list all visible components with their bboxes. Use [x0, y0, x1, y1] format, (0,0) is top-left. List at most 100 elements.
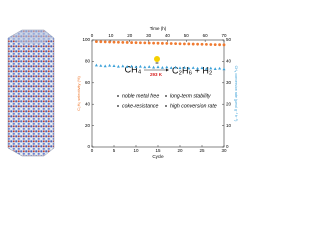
y2-axis-label: CH₄ conversion rate (μmol g⁻¹ h⁻¹) — [234, 66, 238, 122]
point — [116, 64, 120, 68]
x-tick-label: 30 — [221, 148, 227, 153]
point — [108, 63, 112, 67]
y2-tick-label: 20 — [226, 101, 232, 106]
bullet — [117, 105, 119, 107]
point — [200, 66, 204, 70]
feature: long-term stability — [170, 93, 211, 99]
point — [103, 64, 107, 68]
point — [125, 41, 129, 44]
point — [121, 64, 125, 68]
point — [125, 65, 129, 68]
point — [130, 41, 134, 44]
point — [178, 42, 182, 46]
point — [222, 67, 226, 71]
point — [187, 66, 191, 70]
point — [204, 67, 208, 70]
point — [112, 64, 116, 67]
point — [213, 67, 217, 70]
crystal-structure — [7, 29, 55, 157]
x-tick-label: 25 — [199, 148, 205, 153]
point — [143, 41, 147, 45]
point — [134, 41, 138, 45]
point — [99, 64, 103, 67]
point — [134, 65, 138, 69]
y2-tick-label: 30 — [226, 80, 232, 85]
bullet — [117, 95, 119, 97]
point — [147, 41, 151, 45]
point — [161, 41, 164, 45]
y-tick-label: 20 — [85, 123, 91, 128]
feature: coke-resistance — [122, 103, 158, 109]
annotation-box: CH₄ 293 K C₂H₆ + H₂ — [125, 56, 213, 77]
y-tick-label: 40 — [85, 101, 91, 106]
point — [152, 41, 156, 45]
point — [95, 40, 98, 44]
point — [160, 66, 164, 69]
point — [218, 43, 222, 47]
reactant: CH₄ — [125, 64, 142, 74]
y-tick-label: 60 — [85, 80, 91, 85]
point — [99, 40, 103, 44]
point — [138, 64, 142, 68]
point — [187, 42, 191, 46]
x2-tick-label: 30 — [146, 33, 152, 38]
x-tick-label: 15 — [155, 148, 161, 153]
point — [165, 65, 169, 69]
point — [209, 43, 213, 46]
point — [143, 65, 147, 69]
x2-tick-label: 20 — [127, 33, 133, 38]
product: C₂H₆ + H₂ — [172, 65, 213, 75]
point — [169, 66, 173, 69]
arrow-head — [166, 68, 169, 72]
point — [218, 66, 222, 70]
point — [112, 40, 116, 44]
x2-tick-label: 40 — [165, 33, 171, 38]
point — [121, 40, 125, 44]
point — [165, 42, 169, 45]
point — [139, 41, 142, 45]
point — [156, 41, 160, 45]
point — [196, 66, 200, 70]
point — [108, 40, 111, 44]
x2-axis-label: Time (h) — [150, 26, 167, 31]
x2-tick-label: 70 — [221, 33, 227, 38]
x-axis-label: Cycle — [152, 154, 164, 159]
point — [117, 40, 120, 44]
y-axis-label: C₂H₆ selectivity (%) — [76, 75, 81, 110]
bullet — [165, 105, 167, 107]
point — [183, 42, 186, 46]
bulb-icon — [154, 56, 160, 64]
y-tick-label: 100 — [82, 37, 90, 42]
y2-tick-label: 0 — [226, 144, 229, 149]
x2-tick-label: 50 — [184, 33, 190, 38]
point — [174, 42, 178, 46]
point — [169, 42, 173, 45]
point — [94, 63, 98, 67]
bullet — [165, 95, 167, 97]
point — [156, 65, 160, 69]
point — [213, 43, 217, 47]
figure: CH₄ 293 K C₂H₆ + H₂ 0 5 10 15 20 25 300 10 20 30 4… — [7, 26, 238, 159]
point — [191, 42, 195, 46]
x2-tick-label: 60 — [203, 33, 209, 38]
x-tick-label: 5 — [113, 148, 116, 153]
feature: high conversion rate — [170, 103, 217, 109]
x-tick-label: 10 — [133, 148, 139, 153]
y-tick-label: 80 — [85, 59, 91, 64]
point — [182, 66, 186, 69]
x2-tick-label: 0 — [91, 33, 94, 38]
point — [200, 42, 204, 46]
y-tick-label: 0 — [87, 144, 90, 149]
x2-tick-label: 10 — [108, 33, 114, 38]
point — [196, 42, 200, 46]
point — [130, 64, 134, 68]
y2-tick-label: 50 — [226, 37, 232, 42]
point — [222, 43, 226, 47]
y2-tick-label: 10 — [226, 123, 232, 128]
point — [147, 65, 151, 68]
x-tick-label: 20 — [177, 148, 183, 153]
feature: noble metal free — [122, 93, 159, 99]
point — [174, 65, 178, 69]
x-tick-label: 0 — [91, 148, 94, 153]
point — [152, 65, 156, 69]
